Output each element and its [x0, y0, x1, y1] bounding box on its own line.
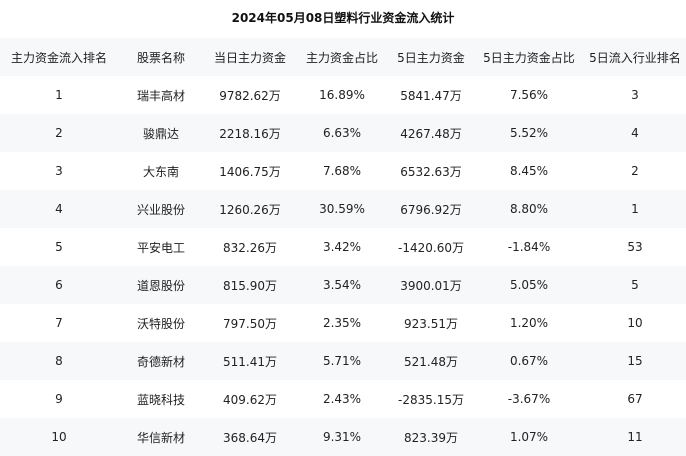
5day-main-funds-cell: -1420.60万 — [388, 228, 474, 266]
stock-name-cell: 道恩股份 — [118, 266, 204, 304]
table-row: 1 瑞丰高材 9782.62万 16.89% 5841.47万 7.56% 3 — [0, 76, 686, 114]
table-row: 6 道恩股份 815.90万 3.54% 3900.01万 5.05% 5 — [0, 266, 686, 304]
table-row: 8 奇德新材 511.41万 5.71% 521.48万 0.67% 15 — [0, 342, 686, 380]
5day-industry-rank-cell: 11 — [584, 418, 686, 456]
5day-main-funds-ratio-cell: 8.80% — [474, 190, 584, 228]
table-row: 3 大东南 1406.75万 7.68% 6532.63万 8.45% 2 — [0, 152, 686, 190]
5day-main-funds-ratio-cell: 7.56% — [474, 76, 584, 114]
main-funds-ratio-cell: 16.89% — [296, 76, 388, 114]
stock-name-cell: 大东南 — [118, 152, 204, 190]
5day-main-funds-ratio-cell: 8.45% — [474, 152, 584, 190]
main-funds-ratio-cell: 7.68% — [296, 152, 388, 190]
table-row: 7 沃特股份 797.50万 2.35% 923.51万 1.20% 10 — [0, 304, 686, 342]
table-row: 4 兴业股份 1260.26万 30.59% 6796.92万 8.80% 1 — [0, 190, 686, 228]
main-funds-ratio-cell: 30.59% — [296, 190, 388, 228]
stock-name-cell: 华信新材 — [118, 418, 204, 456]
main-funds-ratio-cell: 3.54% — [296, 266, 388, 304]
stock-name-cell: 平安电工 — [118, 228, 204, 266]
5day-main-funds-ratio-cell: 1.20% — [474, 304, 584, 342]
5day-industry-rank-cell: 15 — [584, 342, 686, 380]
rank-cell: 6 — [0, 266, 118, 304]
5day-main-funds-ratio-cell: 0.67% — [474, 342, 584, 380]
5day-industry-rank-cell: 10 — [584, 304, 686, 342]
main-funds-ratio-cell: 2.35% — [296, 304, 388, 342]
table-row: 5 平安电工 832.26万 3.42% -1420.60万 -1.84% 53 — [0, 228, 686, 266]
column-header-5day-main-funds-ratio: 5日主力资金占比 — [474, 38, 584, 76]
stock-name-cell: 奇德新材 — [118, 342, 204, 380]
5day-industry-rank-cell: 5 — [584, 266, 686, 304]
5day-main-funds-cell: 823.39万 — [388, 418, 474, 456]
column-header-main-funds-ratio: 主力资金占比 — [296, 38, 388, 76]
stock-name-cell: 瑞丰高材 — [118, 76, 204, 114]
main-funds-ratio-cell: 6.63% — [296, 114, 388, 152]
rank-cell: 9 — [0, 380, 118, 418]
stock-name-cell: 骏鼎达 — [118, 114, 204, 152]
table-row: 2 骏鼎达 2218.16万 6.63% 4267.48万 5.52% 4 — [0, 114, 686, 152]
5day-main-funds-ratio-cell: -1.84% — [474, 228, 584, 266]
5day-main-funds-ratio-cell: 5.52% — [474, 114, 584, 152]
stock-name-cell: 沃特股份 — [118, 304, 204, 342]
column-header-5day-main-funds: 5日主力资金 — [388, 38, 474, 76]
daily-main-funds-cell: 511.41万 — [204, 342, 296, 380]
5day-main-funds-ratio-cell: -3.67% — [474, 380, 584, 418]
5day-main-funds-cell: 4267.48万 — [388, 114, 474, 152]
5day-industry-rank-cell: 3 — [584, 76, 686, 114]
daily-main-funds-cell: 2218.16万 — [204, 114, 296, 152]
main-funds-ratio-cell: 5.71% — [296, 342, 388, 380]
fund-flow-table: 主力资金流入排名 股票名称 当日主力资金 主力资金占比 5日主力资金 5日主力资… — [0, 38, 686, 456]
5day-main-funds-cell: -2835.15万 — [388, 380, 474, 418]
rank-cell: 10 — [0, 418, 118, 456]
main-funds-ratio-cell: 2.43% — [296, 380, 388, 418]
rank-cell: 8 — [0, 342, 118, 380]
main-funds-ratio-cell: 9.31% — [296, 418, 388, 456]
column-header-daily-main-funds: 当日主力资金 — [204, 38, 296, 76]
stock-name-cell: 兴业股份 — [118, 190, 204, 228]
rank-cell: 3 — [0, 152, 118, 190]
daily-main-funds-cell: 797.50万 — [204, 304, 296, 342]
5day-industry-rank-cell: 67 — [584, 380, 686, 418]
rank-cell: 2 — [0, 114, 118, 152]
5day-industry-rank-cell: 53 — [584, 228, 686, 266]
stock-name-cell: 蓝晓科技 — [118, 380, 204, 418]
daily-main-funds-cell: 409.62万 — [204, 380, 296, 418]
5day-main-funds-cell: 6532.63万 — [388, 152, 474, 190]
daily-main-funds-cell: 368.64万 — [204, 418, 296, 456]
5day-industry-rank-cell: 4 — [584, 114, 686, 152]
daily-main-funds-cell: 832.26万 — [204, 228, 296, 266]
table-row: 9 蓝晓科技 409.62万 2.43% -2835.15万 -3.67% 67 — [0, 380, 686, 418]
daily-main-funds-cell: 9782.62万 — [204, 76, 296, 114]
5day-main-funds-cell: 521.48万 — [388, 342, 474, 380]
rank-cell: 1 — [0, 76, 118, 114]
daily-main-funds-cell: 1406.75万 — [204, 152, 296, 190]
header-row: 主力资金流入排名 股票名称 当日主力资金 主力资金占比 5日主力资金 5日主力资… — [0, 38, 686, 76]
rank-cell: 5 — [0, 228, 118, 266]
5day-main-funds-cell: 5841.47万 — [388, 76, 474, 114]
rank-cell: 7 — [0, 304, 118, 342]
column-header-rank: 主力资金流入排名 — [0, 38, 118, 76]
main-funds-ratio-cell: 3.42% — [296, 228, 388, 266]
5day-main-funds-ratio-cell: 5.05% — [474, 266, 584, 304]
daily-main-funds-cell: 815.90万 — [204, 266, 296, 304]
5day-industry-rank-cell: 1 — [584, 190, 686, 228]
5day-main-funds-cell: 6796.92万 — [388, 190, 474, 228]
5day-main-funds-ratio-cell: 1.07% — [474, 418, 584, 456]
table-row: 10 华信新材 368.64万 9.31% 823.39万 1.07% 11 — [0, 418, 686, 456]
column-header-stock-name: 股票名称 — [118, 38, 204, 76]
daily-main-funds-cell: 1260.26万 — [204, 190, 296, 228]
5day-industry-rank-cell: 2 — [584, 152, 686, 190]
5day-main-funds-cell: 3900.01万 — [388, 266, 474, 304]
5day-main-funds-cell: 923.51万 — [388, 304, 474, 342]
column-header-5day-industry-rank: 5日流入行业排名 — [584, 38, 686, 76]
table-title: 2024年05月08日塑料行业资金流入统计 — [231, 11, 455, 25]
rank-cell: 4 — [0, 190, 118, 228]
